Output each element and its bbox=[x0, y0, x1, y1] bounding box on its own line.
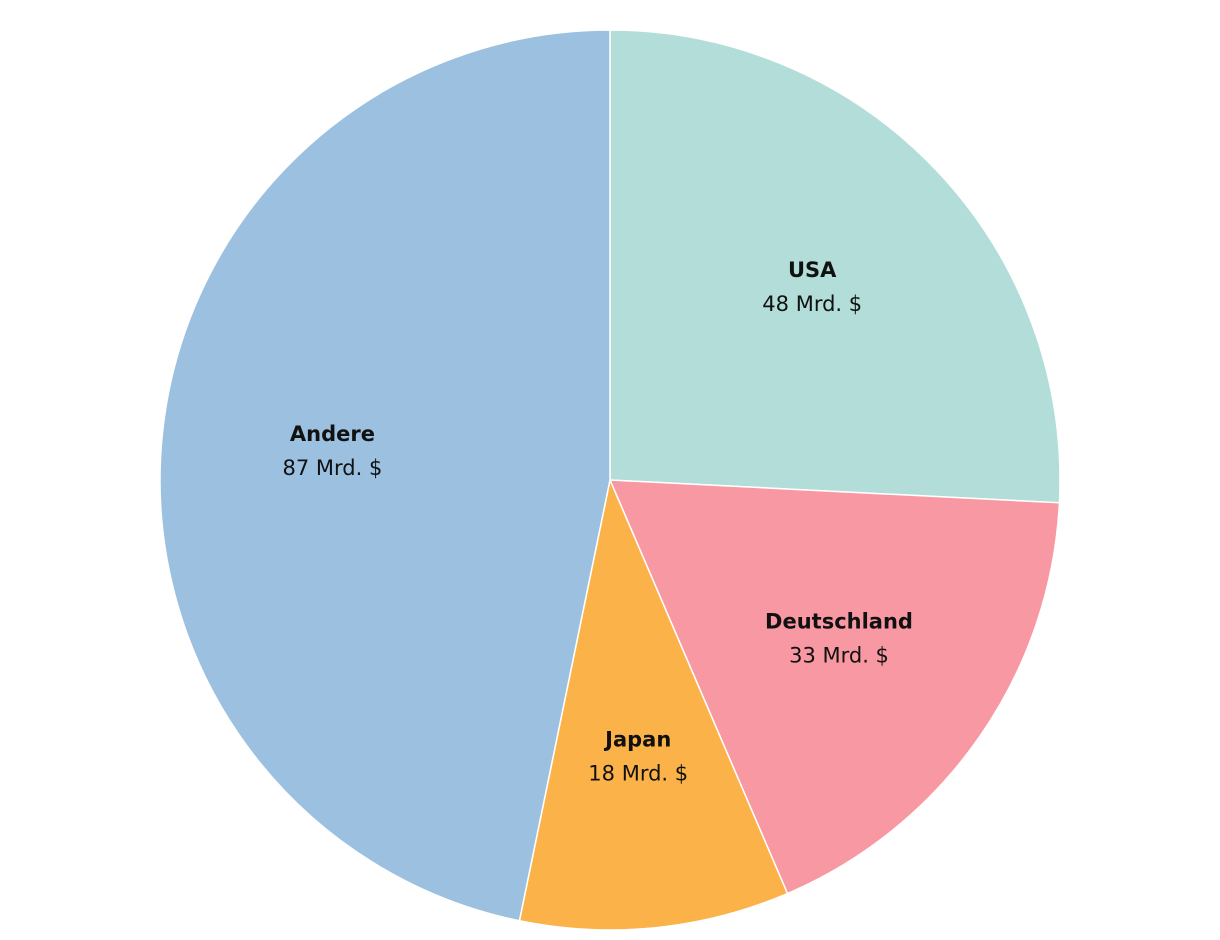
value-label: 87 Mrd. $ bbox=[283, 456, 383, 480]
pie-slice bbox=[609, 29, 1061, 504]
slice-label: Japan bbox=[603, 728, 671, 752]
slice-label: USA bbox=[788, 258, 837, 282]
value-label: 48 Mrd. $ bbox=[762, 292, 862, 316]
pie-slice bbox=[608, 479, 1061, 895]
value-label: 18 Mrd. $ bbox=[588, 762, 688, 786]
slice-label: Andere bbox=[290, 422, 375, 446]
pie-slice bbox=[518, 477, 789, 931]
pie-slice bbox=[159, 29, 611, 922]
value-label: 33 Mrd. $ bbox=[789, 643, 889, 667]
slice-label: Deutschland bbox=[765, 609, 913, 633]
